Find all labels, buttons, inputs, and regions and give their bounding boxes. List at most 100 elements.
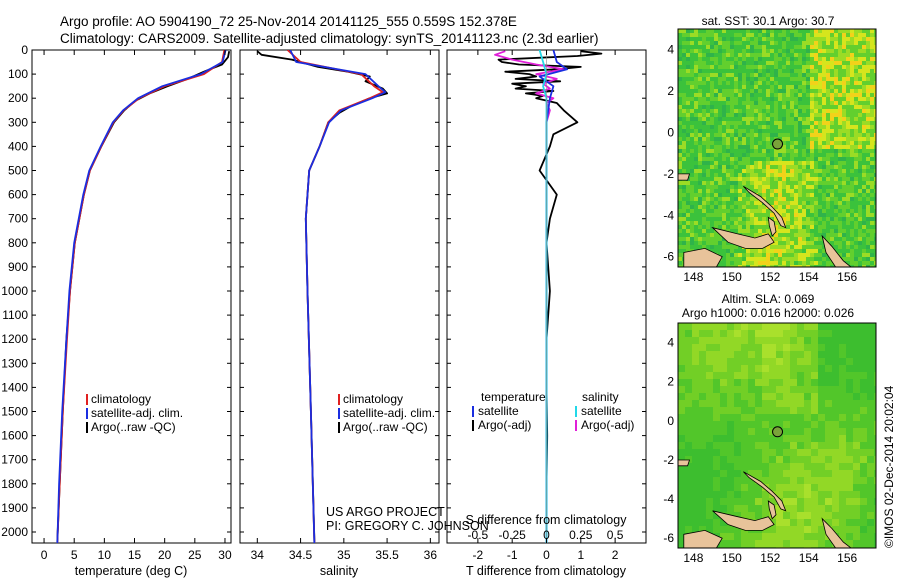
map-cell [699, 463, 707, 471]
map-cell [839, 365, 847, 373]
map-cell [802, 241, 807, 246]
map-cell [710, 205, 715, 210]
map-cell [790, 365, 798, 373]
map-cell [718, 97, 723, 102]
map-cell [686, 205, 691, 210]
map-cell [790, 209, 795, 214]
map-cell [686, 117, 691, 122]
map-cell [698, 221, 703, 226]
map-cell [853, 526, 861, 534]
map-cell [797, 519, 805, 527]
map-cell [790, 109, 795, 114]
map-cell [832, 498, 840, 506]
map-cell [839, 477, 847, 485]
map-cell [867, 358, 875, 366]
map-cell [818, 65, 823, 70]
map-cell [830, 261, 835, 266]
map-cell [778, 209, 783, 214]
map-cell [710, 85, 715, 90]
map-cell [713, 463, 721, 471]
map-cell [826, 133, 831, 138]
map-cell [690, 233, 695, 238]
map-cell [854, 257, 859, 262]
map-cell [766, 49, 771, 54]
map-cell [860, 519, 868, 527]
map-cell [798, 201, 803, 206]
map-cell [818, 117, 823, 122]
map-cell [770, 73, 775, 78]
map-cell [862, 205, 867, 210]
map-cell [738, 261, 743, 266]
map-cell [774, 33, 779, 38]
map-cell [734, 221, 739, 226]
map-cell [846, 428, 854, 436]
map-cell [866, 205, 871, 210]
map-cell [727, 407, 735, 415]
map-cell [826, 145, 831, 150]
map-cell [694, 145, 699, 150]
map-cell [698, 77, 703, 82]
map-cell [762, 217, 767, 222]
map-cell [854, 145, 859, 150]
map-cell [874, 61, 876, 66]
map-cell [710, 149, 715, 154]
map-cell [874, 249, 876, 254]
map-cell [810, 177, 815, 182]
map-cell [834, 213, 839, 218]
map-cell [718, 77, 723, 82]
map-cell [832, 351, 840, 359]
map-cell [755, 463, 763, 471]
map-cell [846, 177, 851, 182]
map-cell [726, 197, 731, 202]
map-cell [766, 69, 771, 74]
map-cell [713, 477, 721, 485]
map-cell [802, 41, 807, 46]
map-cell [702, 189, 707, 194]
map-cell [730, 189, 735, 194]
map-cell [714, 201, 719, 206]
temperature-plot-frame [31, 49, 232, 544]
map-cell [842, 77, 847, 82]
map-cell [846, 217, 851, 222]
map-cell [726, 125, 731, 130]
map-cell [846, 526, 854, 534]
map-cell [758, 217, 763, 222]
map-cell [766, 73, 771, 78]
legend-swatch-argo [338, 422, 340, 433]
map-cell [786, 49, 791, 54]
map-cell [742, 205, 747, 210]
map-y-tick-label: -2 [663, 167, 674, 181]
map-cell [866, 189, 871, 194]
map-cell [850, 125, 855, 130]
map-cell [866, 213, 871, 218]
map-cell [826, 221, 831, 226]
map-cell [830, 129, 835, 134]
map-cell [818, 101, 823, 106]
map-cell [766, 45, 771, 50]
map-cell [698, 101, 703, 106]
map-cell [776, 449, 784, 457]
map-cell [874, 197, 876, 202]
map-y-tick-label: 2 [667, 84, 674, 98]
map-cell [866, 229, 871, 234]
map-cell [798, 249, 803, 254]
map-cell [710, 81, 715, 86]
map-cell [814, 57, 819, 62]
map-cell [830, 265, 835, 267]
map-cell [694, 189, 699, 194]
map-cell [839, 498, 847, 506]
map-cell [686, 249, 691, 254]
map-cell [810, 225, 815, 230]
map-cell [818, 330, 826, 338]
map-cell [862, 161, 867, 166]
map-cell [776, 323, 784, 331]
imos-timestamp: ©IMOS 02-Dec-2014 20:02:04 [882, 385, 896, 548]
map-cell [698, 189, 703, 194]
map-cell [770, 189, 775, 194]
y-tick-label: 800 [8, 236, 28, 250]
y-tick-label: 600 [8, 188, 28, 202]
map-cell [838, 253, 843, 258]
map-cell [786, 125, 791, 130]
map-cell [702, 125, 707, 130]
map-cell [786, 117, 791, 122]
